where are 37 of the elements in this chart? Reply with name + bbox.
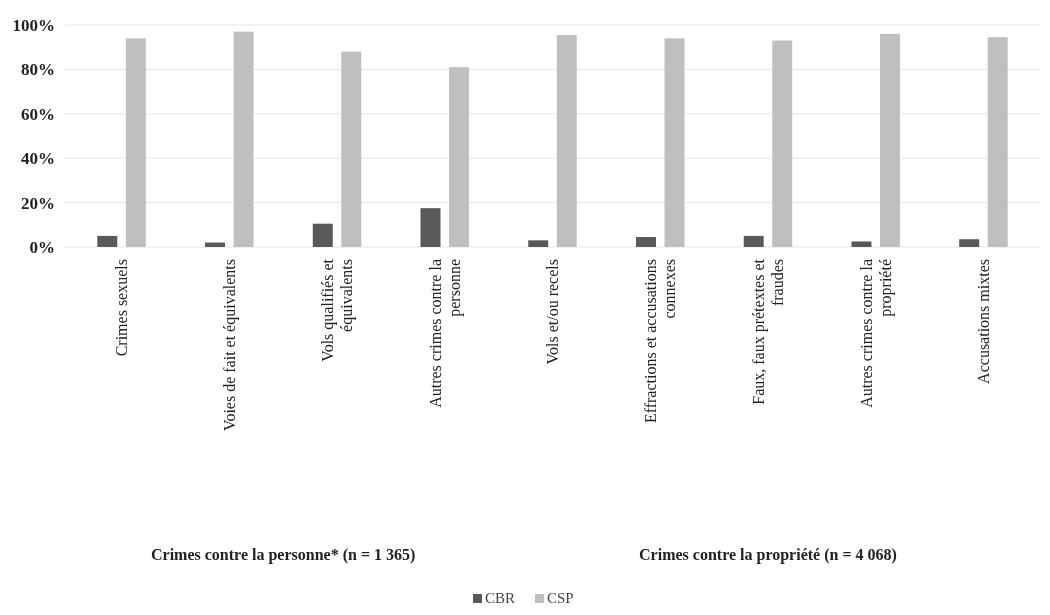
text: Crimes contre la personne* (n = 1 365): [150, 546, 416, 564]
bar: [420, 208, 441, 247]
bar: [635, 237, 656, 247]
x-tick-label: Faux, faux prétextes et fraudes: [750, 258, 787, 405]
bar: [959, 239, 980, 247]
bar: [449, 67, 470, 247]
x-tick-label: Vols et/ou recels: [544, 259, 562, 365]
legend-label: CSP: [547, 590, 574, 606]
y-tick-label: 0%: [29, 237, 55, 257]
y-tick-label: 40%: [21, 149, 55, 169]
bar: [97, 235, 118, 247]
text: Crimes contre la propriété (n = 4 068): [639, 546, 897, 564]
bar: [879, 33, 900, 247]
y-tick-label: 60%: [21, 104, 55, 124]
bar: [556, 34, 577, 247]
bar: [987, 37, 1008, 247]
bar: [772, 40, 793, 247]
legend-label: CBR: [485, 590, 516, 606]
x-tick-label: Effractions et accusations connexes: [642, 259, 679, 424]
bar: [233, 31, 254, 247]
bar: [664, 38, 685, 247]
bar: [743, 235, 764, 247]
bar: [205, 242, 226, 247]
x-tick-label: Voies de fait et équivalents: [220, 259, 239, 432]
bar: [312, 223, 333, 247]
x-tick-label: Autres crimes contre la personne: [426, 259, 464, 408]
y-tick-label: 20%: [21, 193, 55, 213]
x-tick-label: Autres crimes contre la propriété: [857, 259, 895, 408]
bar: [528, 240, 549, 247]
y-tick-label: 100%: [12, 15, 55, 35]
y-tick-label: 80%: [21, 60, 55, 80]
bar: [341, 51, 362, 247]
bar: [851, 241, 872, 247]
x-tick-label: Accusations mixtes: [975, 259, 993, 384]
x-tick-label: Vols qualifiés et équivalents: [319, 258, 357, 362]
x-tick-label: Crimes sexuels: [113, 259, 131, 357]
bar: [125, 38, 146, 247]
